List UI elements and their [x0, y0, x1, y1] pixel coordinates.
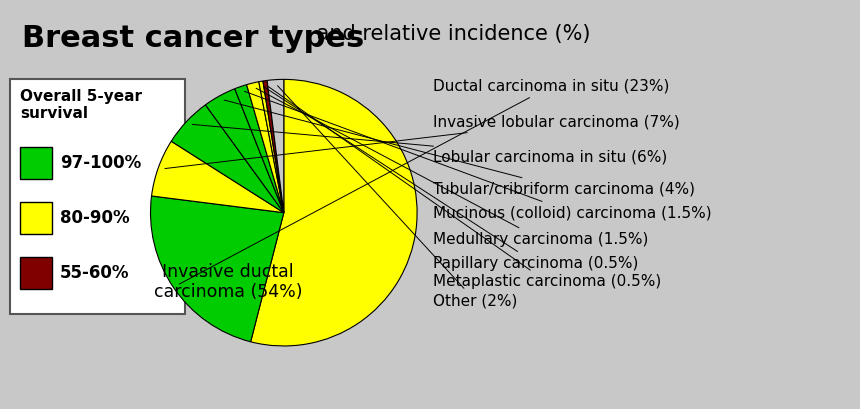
- Wedge shape: [171, 105, 284, 213]
- FancyBboxPatch shape: [20, 147, 52, 179]
- Text: Overall 5-year
survival: Overall 5-year survival: [20, 89, 142, 121]
- Wedge shape: [263, 81, 284, 213]
- Text: and relative incidence (%): and relative incidence (%): [310, 24, 591, 44]
- Text: 97-100%: 97-100%: [60, 154, 141, 172]
- Text: Breast cancer types: Breast cancer types: [22, 24, 365, 53]
- FancyBboxPatch shape: [10, 79, 185, 314]
- FancyBboxPatch shape: [20, 257, 52, 289]
- Text: Lobular carcinoma in situ (6%): Lobular carcinoma in situ (6%): [193, 124, 667, 164]
- Text: 55-60%: 55-60%: [60, 264, 130, 282]
- Text: Ductal carcinoma in situ (23%): Ductal carcinoma in situ (23%): [179, 79, 669, 284]
- Wedge shape: [267, 79, 284, 213]
- FancyBboxPatch shape: [20, 202, 52, 234]
- Text: Mucinous (colloid) carcinoma (1.5%): Mucinous (colloid) carcinoma (1.5%): [244, 91, 712, 220]
- Wedge shape: [250, 79, 417, 346]
- Wedge shape: [247, 82, 284, 213]
- Text: Other (2%): Other (2%): [278, 85, 518, 308]
- Wedge shape: [259, 81, 284, 213]
- Text: Invasive lobular carcinoma (7%): Invasive lobular carcinoma (7%): [165, 115, 680, 169]
- Wedge shape: [206, 89, 284, 213]
- Text: Metaplastic carcinoma (0.5%): Metaplastic carcinoma (0.5%): [267, 86, 661, 290]
- Wedge shape: [150, 196, 284, 342]
- Wedge shape: [151, 141, 284, 213]
- Wedge shape: [235, 85, 284, 213]
- Text: 80-90%: 80-90%: [60, 209, 130, 227]
- Text: Invasive ductal
carcinoma (54%): Invasive ductal carcinoma (54%): [154, 263, 302, 301]
- Text: Tubular/cribriform carcinoma (4%): Tubular/cribriform carcinoma (4%): [224, 100, 695, 196]
- Text: Medullary carcinoma (1.5%): Medullary carcinoma (1.5%): [256, 88, 648, 247]
- Text: Papillary carcinoma (0.5%): Papillary carcinoma (0.5%): [264, 87, 638, 271]
